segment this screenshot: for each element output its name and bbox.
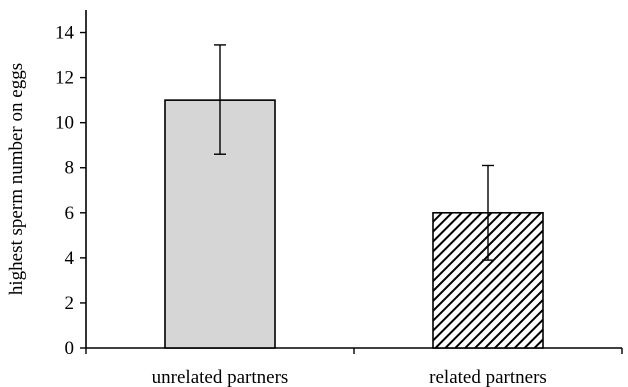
y-tick-label: 8: [65, 158, 75, 179]
y-tick-label: 0: [65, 338, 75, 359]
x-category-label: unrelated partners: [152, 367, 289, 387]
y-tick-label: 14: [55, 23, 75, 44]
labels: 0 2 4 6 8 10 12 14 unrelated partners related par…: [6, 23, 547, 387]
x-category-label: related partners: [429, 367, 547, 387]
bars: [164, 44, 544, 349]
y-axis-title: highest sperm number on eggs: [6, 63, 27, 295]
y-tick-label: 4: [65, 248, 75, 269]
y-tick-label: 10: [55, 113, 74, 134]
y-tick-label: 6: [65, 203, 75, 224]
y-tick-label: 12: [55, 68, 74, 89]
y-tick-label: 2: [65, 293, 75, 314]
